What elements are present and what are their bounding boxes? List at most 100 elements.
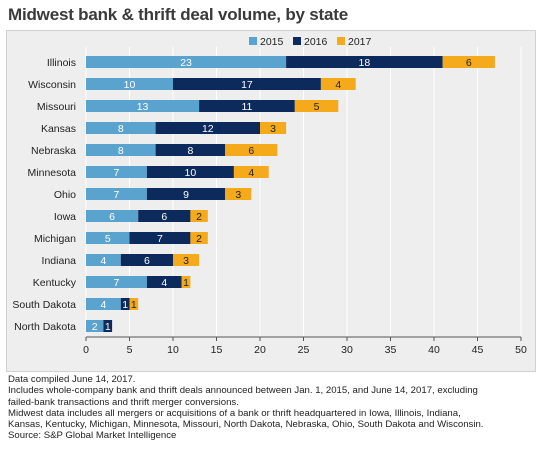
bar-segment: [225, 188, 252, 200]
data-label: 10: [124, 79, 136, 91]
bar-segment: [86, 122, 156, 134]
data-label: 4: [100, 299, 106, 311]
bar-segment: [86, 188, 147, 200]
category-label: Kentucky: [33, 277, 77, 289]
data-label: 13: [137, 101, 149, 113]
note-line: Includes whole-company bank and thrift d…: [8, 385, 478, 397]
bar-segment: [103, 320, 113, 332]
category-label: Michigan: [34, 233, 76, 245]
data-label: 23: [180, 57, 192, 69]
category-label: Indiana: [42, 255, 77, 267]
data-label: 10: [185, 167, 197, 179]
x-tick-label: 5: [127, 344, 133, 356]
bar-segment: [155, 144, 226, 156]
x-tick-label: 50: [515, 344, 527, 356]
bar-segment: [146, 166, 234, 178]
bar-segment: [294, 100, 339, 112]
chart-title: Midwest bank & thrift deal volume, by st…: [8, 5, 348, 24]
legend-swatch: [293, 37, 301, 45]
data-label: 6: [161, 211, 167, 223]
bar-segment: [146, 188, 226, 200]
x-tick-label: 10: [167, 344, 179, 356]
data-label: 6: [109, 211, 115, 223]
bar-segment: [320, 78, 356, 90]
data-label: 8: [187, 145, 193, 157]
data-label: 6: [144, 255, 150, 267]
category-label: South Dakota: [12, 299, 76, 311]
data-label: 3: [235, 189, 241, 201]
bar-segment: [86, 56, 287, 68]
category-label: Illinois: [47, 57, 76, 69]
data-label: 1: [131, 299, 137, 311]
bar-segment: [129, 298, 139, 310]
category-label: Iowa: [54, 211, 76, 223]
data-label: 4: [335, 79, 341, 91]
legend-swatch: [249, 37, 257, 45]
data-label: 11: [241, 101, 252, 113]
note-line: failed-bank transactions and thrift merg…: [8, 396, 239, 408]
data-label: 9: [183, 189, 189, 201]
bar-segment: [86, 254, 121, 266]
bar-segment: [120, 298, 130, 310]
note-line: Source: S&P Global Market Intelligence: [8, 430, 177, 442]
bar-segment: [286, 56, 443, 68]
bar-segment: [86, 210, 139, 222]
data-label: 12: [202, 123, 214, 135]
bar-segment: [86, 144, 156, 156]
chart-notes: Data compiled June 14, 2017. Includes wh…: [8, 374, 536, 442]
x-tick-label: 20: [254, 344, 266, 356]
data-label: 18: [359, 57, 371, 69]
bar-segment: [173, 254, 200, 266]
bar-segment: [86, 276, 147, 288]
data-label: 8: [118, 123, 124, 135]
bar-segment: [199, 100, 295, 112]
chart-panel: 0 5 10 15 20 25 30 35 40 45 50 2015 2016 2017 Illinois…: [6, 30, 536, 372]
bar-segment: [225, 144, 278, 156]
x-tick-label: 30: [341, 344, 353, 356]
data-label: 17: [241, 79, 253, 91]
x-tick-label: 25: [298, 344, 310, 356]
bar-segment: [86, 232, 130, 244]
bar-segment: [173, 78, 321, 90]
x-tick-label: 40: [428, 344, 440, 356]
bar-segment: [155, 122, 260, 134]
data-label: 4: [248, 167, 254, 179]
data-label: 8: [118, 145, 124, 157]
bar-segment: [86, 298, 121, 310]
data-label: 7: [114, 167, 120, 179]
data-label: 4: [161, 277, 167, 289]
data-label: 5: [105, 233, 111, 245]
bar-segment: [233, 166, 269, 178]
bar-segment: [120, 254, 173, 266]
category-label: North Dakota: [14, 321, 76, 333]
note-line: Data compiled June 14, 2017.: [8, 374, 136, 385]
bar-segment: [86, 320, 104, 332]
note-line: Kansas, Kentucky, Michigan, Minnesota, M…: [8, 419, 484, 431]
data-label: 7: [114, 189, 120, 201]
data-label: 2: [196, 233, 202, 245]
category-label: Nebraska: [31, 145, 76, 157]
legend-label: 2016: [304, 36, 328, 48]
data-label: 5: [314, 101, 320, 113]
data-label: 7: [114, 277, 120, 289]
data-label: 3: [183, 255, 189, 267]
legend-swatch: [337, 37, 345, 45]
category-label: Minnesota: [28, 167, 77, 179]
data-label: 6: [248, 145, 254, 157]
category-label: Wisconsin: [28, 79, 76, 91]
bar-segment: [86, 166, 147, 178]
bar-segment: [146, 276, 182, 288]
x-tick-label: 45: [472, 344, 484, 356]
bar-segment: [86, 78, 173, 90]
data-label: 1: [105, 321, 111, 333]
bar-segment: [181, 276, 191, 288]
x-tick-label: 0: [83, 344, 89, 356]
bar-segment: [190, 232, 208, 244]
data-label: 2: [92, 321, 98, 333]
bar-segment: [442, 56, 495, 68]
data-label: 1: [183, 277, 189, 289]
bar-segment: [129, 232, 191, 244]
data-label: 4: [100, 255, 106, 267]
category-label: Kansas: [41, 123, 76, 135]
